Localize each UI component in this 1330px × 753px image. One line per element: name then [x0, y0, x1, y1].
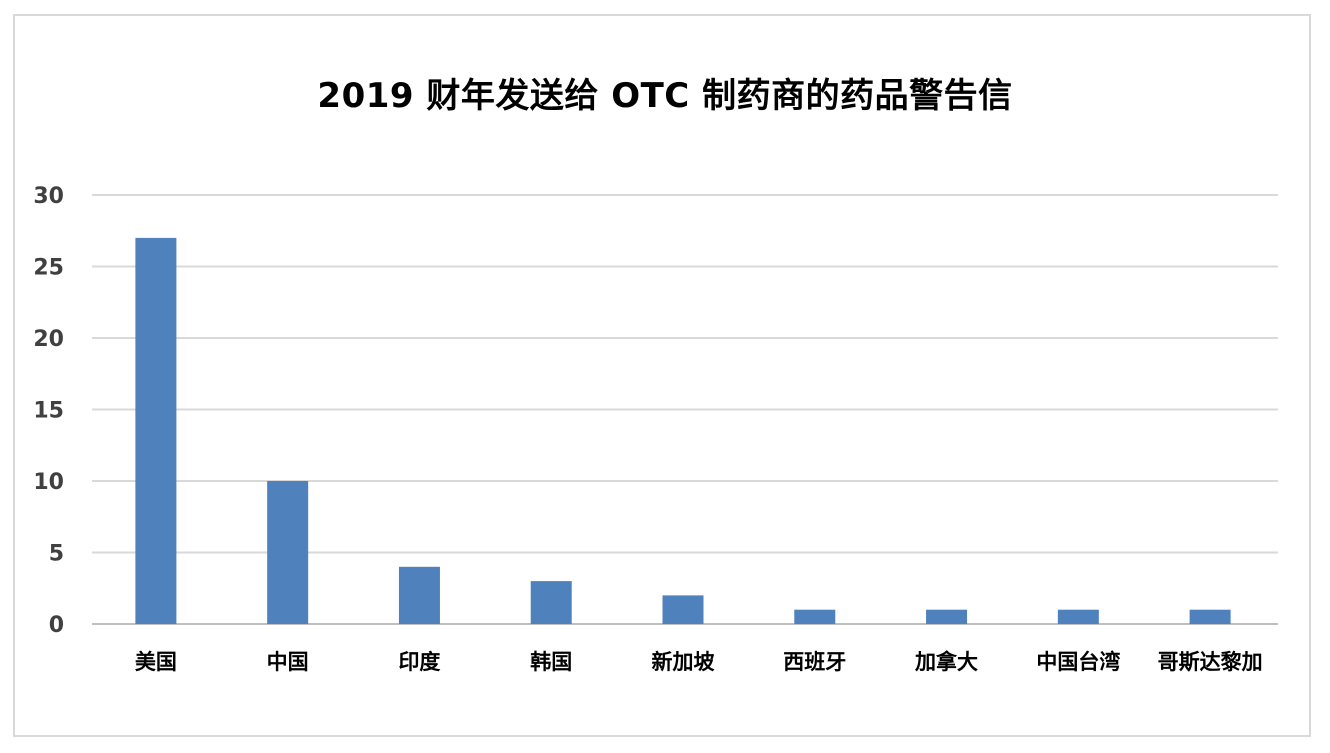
bar	[135, 237, 177, 624]
x-tick-label: 新加坡	[652, 650, 715, 674]
bar	[530, 581, 572, 624]
y-tick-label: 30	[33, 184, 64, 209]
bar	[794, 609, 836, 624]
x-tick-label: 哥斯达黎加	[1158, 650, 1263, 674]
bar	[398, 566, 440, 624]
x-tick-label: 西班牙	[783, 650, 846, 674]
x-tick-label: 韩国	[530, 650, 572, 674]
y-tick-label: 5	[49, 542, 64, 567]
bars	[135, 237, 1231, 624]
bar	[1189, 609, 1231, 624]
y-axis-ticks: 0 5 10 15 20 25 30	[33, 184, 64, 638]
x-tick-label: 美国	[135, 650, 177, 674]
y-tick-label: 20	[33, 327, 64, 352]
x-tick-label: 印度	[398, 650, 440, 674]
bar	[1057, 609, 1099, 624]
x-tick-label: 加拿大	[914, 650, 978, 674]
chart-title: 2019 财年发送给 OTC 制药商的药品警告信	[317, 76, 1013, 116]
bar	[662, 595, 704, 624]
y-tick-label: 10	[33, 470, 64, 495]
x-axis-ticks: 美国 中国 印度 韩国 新加坡 西班牙 加拿大 中国台湾 哥斯达黎加	[135, 650, 1263, 674]
y-tick-label: 15	[33, 399, 64, 424]
y-tick-label: 0	[49, 613, 64, 638]
bar	[267, 481, 309, 624]
bar	[926, 609, 968, 624]
x-tick-label: 中国	[267, 650, 309, 674]
x-tick-label: 中国台湾	[1036, 650, 1120, 674]
y-tick-label: 25	[33, 256, 64, 281]
